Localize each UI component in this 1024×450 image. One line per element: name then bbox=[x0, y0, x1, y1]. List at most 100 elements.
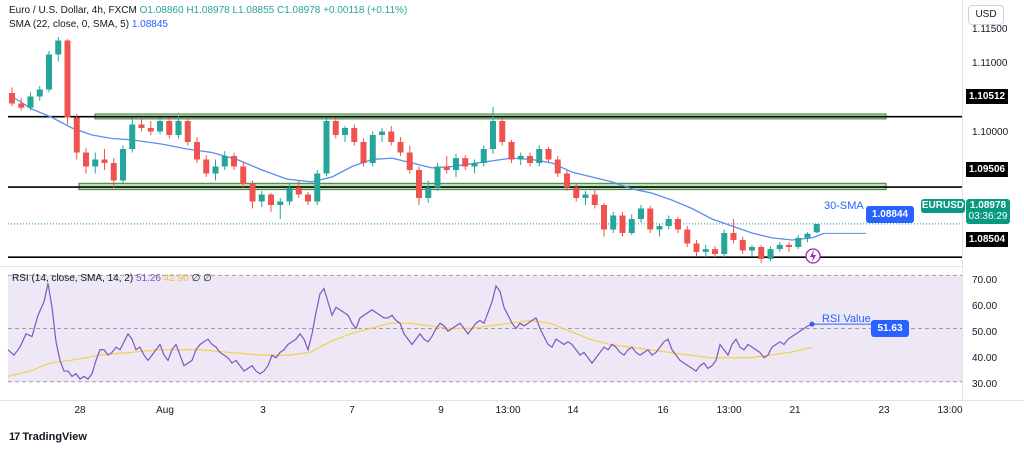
lightning-event-icon bbox=[805, 248, 821, 264]
candle-body bbox=[776, 244, 783, 250]
candle-body bbox=[110, 163, 117, 181]
candle-body bbox=[332, 121, 339, 135]
rsi-legend: RSI (14, close, SMA, 14, 2) 51.26 42.90 … bbox=[12, 273, 212, 284]
ohlc-close: C1.08978 bbox=[276, 5, 321, 16]
symbol-tag: EURUSD bbox=[921, 199, 965, 213]
candle-body bbox=[499, 121, 506, 142]
candle-body bbox=[610, 215, 617, 230]
time-tick: 13:00 bbox=[937, 405, 963, 416]
sma-label: SMA (22, close, 0, SMA, 5) bbox=[9, 19, 130, 30]
level-label-2: 1.09506 bbox=[966, 162, 1008, 177]
candle-body bbox=[194, 142, 200, 160]
candle-body bbox=[434, 166, 441, 188]
time-tick: 3 bbox=[260, 405, 266, 416]
candle-body bbox=[379, 131, 385, 135]
rsi-tick: 50.00 bbox=[972, 327, 998, 338]
candle-body bbox=[591, 194, 598, 205]
candle-body bbox=[665, 219, 672, 226]
price-tick: 1.11500 bbox=[972, 24, 1008, 35]
candle-body bbox=[730, 233, 737, 240]
candle-body bbox=[147, 128, 154, 132]
rsi-label: RSI (14, close, SMA, 14, 2) bbox=[12, 273, 134, 284]
candle-body bbox=[203, 159, 210, 174]
rsi-placeholder-1: ∅ bbox=[191, 273, 201, 284]
candle-body bbox=[388, 131, 395, 142]
candle-body bbox=[120, 149, 126, 181]
candle-body bbox=[166, 121, 173, 135]
candle-body bbox=[64, 40, 71, 118]
candle-body bbox=[471, 163, 478, 167]
rsi-annotation: RSI Value bbox=[822, 313, 871, 325]
candle-body bbox=[638, 208, 644, 219]
candle-body bbox=[758, 247, 765, 259]
candle-body bbox=[92, 159, 99, 167]
candle-body bbox=[813, 223, 820, 233]
candle-body bbox=[804, 233, 811, 238]
candle-body bbox=[425, 187, 432, 198]
candle-body bbox=[314, 173, 321, 202]
candle-body bbox=[480, 149, 487, 163]
price-change: +0.00118 (+0.11%) bbox=[323, 5, 408, 16]
candle-body bbox=[305, 194, 311, 202]
candle-body bbox=[406, 152, 413, 170]
candle-body bbox=[46, 54, 52, 90]
candle-body bbox=[619, 215, 626, 233]
currency-button[interactable]: USD bbox=[968, 5, 1004, 25]
candle-body bbox=[9, 93, 15, 104]
price-tick: 1.11000 bbox=[972, 58, 1008, 69]
candle-body bbox=[342, 128, 348, 135]
candle-body bbox=[157, 121, 163, 132]
sma-annotation: 30-SMA bbox=[824, 200, 864, 212]
candle-body bbox=[369, 135, 376, 163]
candle-body bbox=[443, 166, 450, 170]
candle-body bbox=[739, 240, 746, 251]
candle-body bbox=[647, 208, 654, 230]
candle-body bbox=[36, 89, 43, 97]
candle-body bbox=[231, 156, 237, 167]
ohlc-open: O1.08860 bbox=[139, 5, 184, 16]
candle-body bbox=[18, 103, 25, 108]
rsi-placeholder-2: ∅ bbox=[203, 273, 212, 284]
candle-body bbox=[184, 121, 191, 142]
tradingview-logo[interactable]: 17 TradingView bbox=[9, 431, 87, 443]
candle-body bbox=[721, 233, 728, 254]
rsi-value: 51.26 bbox=[135, 273, 161, 284]
candle-body bbox=[175, 121, 182, 135]
sma-legend: SMA (22, close, 0, SMA, 5) 1.08845 bbox=[9, 19, 168, 30]
candle-body bbox=[221, 156, 228, 167]
candle-body bbox=[258, 194, 265, 202]
bar-countdown: 03:36:29 bbox=[968, 211, 1008, 222]
sma-value: 1.08845 bbox=[131, 19, 168, 30]
level-label-1: 1.10512 bbox=[966, 89, 1008, 104]
price-tick: 1.10000 bbox=[972, 127, 1009, 138]
candle-body bbox=[397, 142, 404, 153]
candle-body bbox=[360, 142, 367, 163]
tradingview-wordmark: TradingView bbox=[22, 431, 87, 443]
candle-body bbox=[582, 194, 589, 198]
candle-body bbox=[249, 184, 256, 202]
candle-body bbox=[693, 243, 700, 252]
candle-body bbox=[527, 156, 533, 163]
sma-line bbox=[11, 95, 825, 241]
candle-body bbox=[351, 128, 358, 142]
candle-body bbox=[508, 142, 515, 160]
candle-body bbox=[73, 117, 80, 153]
time-tick: Aug bbox=[156, 405, 174, 416]
candle-body bbox=[323, 121, 330, 174]
candle-body bbox=[462, 158, 469, 167]
candle-body bbox=[628, 219, 635, 233]
rsi-ma-value: 42.90 bbox=[163, 273, 189, 284]
candle-body bbox=[55, 40, 62, 55]
time-tick: 23 bbox=[878, 405, 890, 416]
candle-body bbox=[656, 226, 663, 230]
candle-body bbox=[490, 121, 496, 149]
rsi-ma-line bbox=[7, 319, 813, 377]
time-tick: 21 bbox=[789, 405, 801, 416]
rsi-current-tag: 51.63 bbox=[871, 320, 909, 337]
candle-body bbox=[286, 187, 293, 202]
symbol-legend: Euro / U.S. Dollar, 4h, FXCM O1.08860 H1… bbox=[9, 5, 407, 16]
symbol-title: Euro / U.S. Dollar, 4h, FXCM bbox=[9, 5, 137, 16]
candle-body bbox=[545, 149, 552, 160]
candle-body bbox=[702, 249, 709, 252]
